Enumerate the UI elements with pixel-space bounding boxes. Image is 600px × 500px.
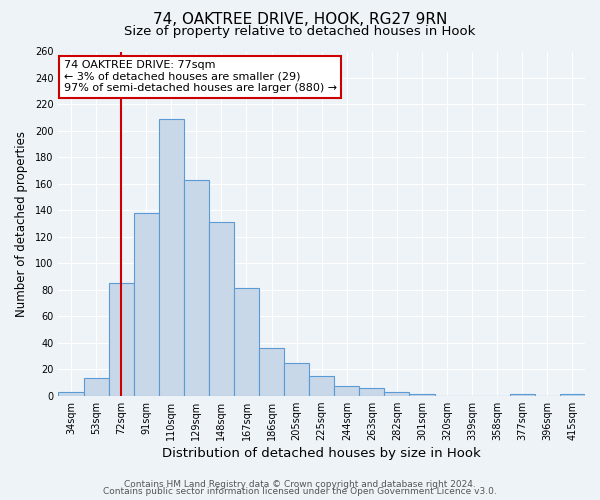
Y-axis label: Number of detached properties: Number of detached properties — [15, 130, 28, 316]
Bar — [134, 213, 159, 396]
Bar — [510, 394, 535, 396]
Bar — [159, 119, 184, 396]
Bar — [83, 378, 109, 396]
Text: Contains public sector information licensed under the Open Government Licence v3: Contains public sector information licen… — [103, 487, 497, 496]
Text: 74 OAKTREE DRIVE: 77sqm
← 3% of detached houses are smaller (29)
97% of semi-det: 74 OAKTREE DRIVE: 77sqm ← 3% of detached… — [64, 60, 337, 94]
Bar — [284, 362, 309, 396]
Bar — [560, 394, 585, 396]
Text: 74, OAKTREE DRIVE, HOOK, RG27 9RN: 74, OAKTREE DRIVE, HOOK, RG27 9RN — [153, 12, 447, 28]
Bar — [334, 386, 359, 396]
Bar — [409, 394, 434, 396]
Bar — [184, 180, 209, 396]
X-axis label: Distribution of detached houses by size in Hook: Distribution of detached houses by size … — [163, 447, 481, 460]
Text: Contains HM Land Registry data © Crown copyright and database right 2024.: Contains HM Land Registry data © Crown c… — [124, 480, 476, 489]
Bar — [385, 392, 409, 396]
Bar — [359, 388, 385, 396]
Bar — [109, 283, 134, 396]
Bar — [209, 222, 234, 396]
Bar — [234, 288, 259, 396]
Text: Size of property relative to detached houses in Hook: Size of property relative to detached ho… — [124, 25, 476, 38]
Bar — [309, 376, 334, 396]
Bar — [259, 348, 284, 396]
Bar — [58, 392, 83, 396]
